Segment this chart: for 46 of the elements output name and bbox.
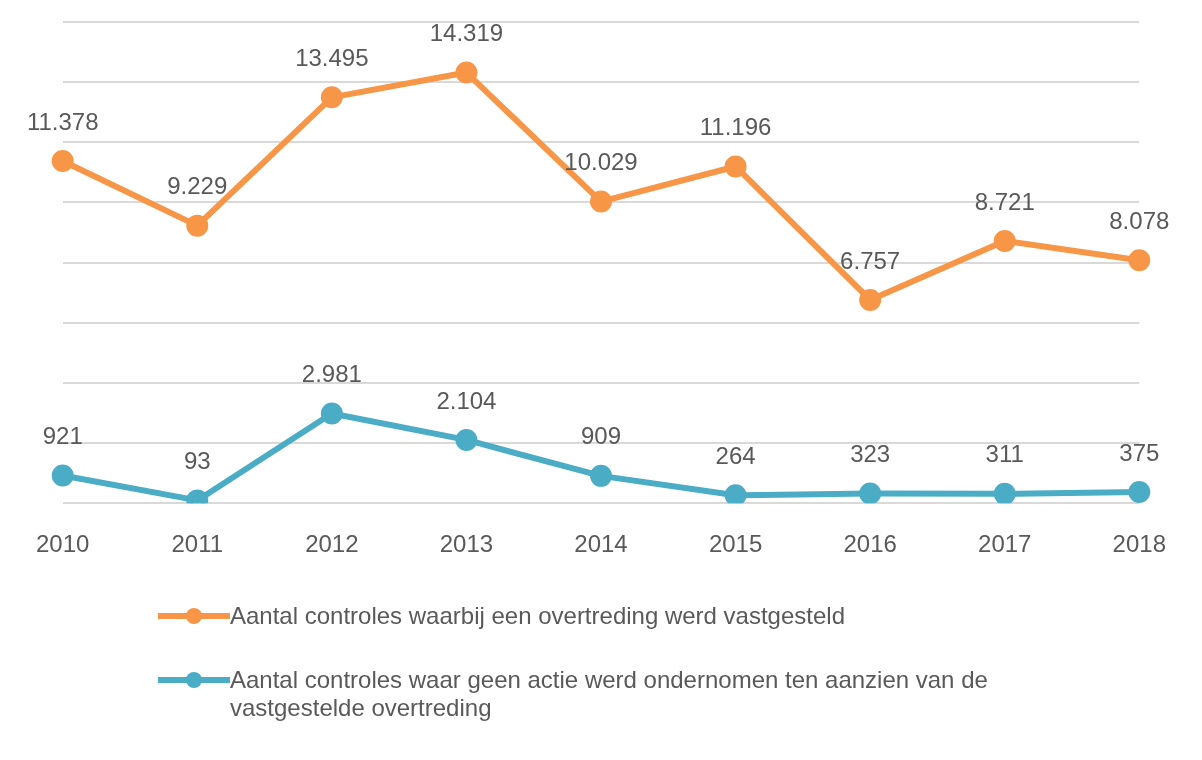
point (724, 155, 747, 178)
data-label: 2.981 (301, 360, 362, 388)
x-tick-label: 2015 (708, 530, 763, 558)
data-label: 8.721 (974, 187, 1035, 215)
x-tick-label: 2016 (843, 530, 897, 558)
point (51, 150, 74, 173)
point (51, 464, 74, 487)
data-label: 14.319 (429, 19, 504, 47)
x-tick-label: 2011 (171, 530, 224, 558)
x-tick-label: 2018 (1112, 530, 1166, 558)
point (993, 482, 1016, 504)
point (590, 464, 612, 487)
point (1128, 480, 1151, 503)
x-tick-label: 2014 (574, 530, 628, 558)
legend-label: Aantal controles waar geen actie werd ondernomen ten aanzien van de vastgestelde overtreding (230, 666, 989, 722)
data-label: 11.196 (699, 113, 772, 141)
x-tick-label: 2010 (36, 530, 90, 558)
data-label: 11.378 (26, 107, 99, 135)
legend-label: Aantal controles waarbij een overtreding werd vastgesteld (230, 602, 846, 630)
data-label: 6.757 (840, 246, 901, 274)
data-label: 264 (715, 441, 756, 469)
data-label: 9.229 (167, 172, 228, 200)
point (993, 229, 1016, 252)
data-label: 909 (580, 422, 622, 450)
data-label: 2.104 (436, 386, 497, 414)
point (186, 214, 209, 237)
data-label: 323 (850, 440, 891, 468)
point (724, 484, 747, 504)
point (590, 190, 612, 213)
point (455, 61, 478, 84)
x-tick-label: 2012 (305, 530, 359, 558)
x-tick-label: 2013 (439, 530, 494, 558)
point (320, 402, 343, 425)
data-label: 8.078 (1109, 206, 1170, 234)
point (859, 482, 882, 504)
data-label: 311 (985, 440, 1024, 468)
point (455, 428, 478, 451)
data-label: 93 (183, 447, 211, 475)
point (320, 86, 343, 109)
data-label: 921 (42, 422, 83, 450)
point (859, 288, 882, 311)
point (1128, 249, 1151, 272)
data-label: 10.029 (564, 148, 638, 176)
x-tick-label: 2017 (978, 530, 1032, 558)
data-label: 375 (1119, 438, 1160, 466)
data-label: 13.495 (295, 43, 369, 71)
